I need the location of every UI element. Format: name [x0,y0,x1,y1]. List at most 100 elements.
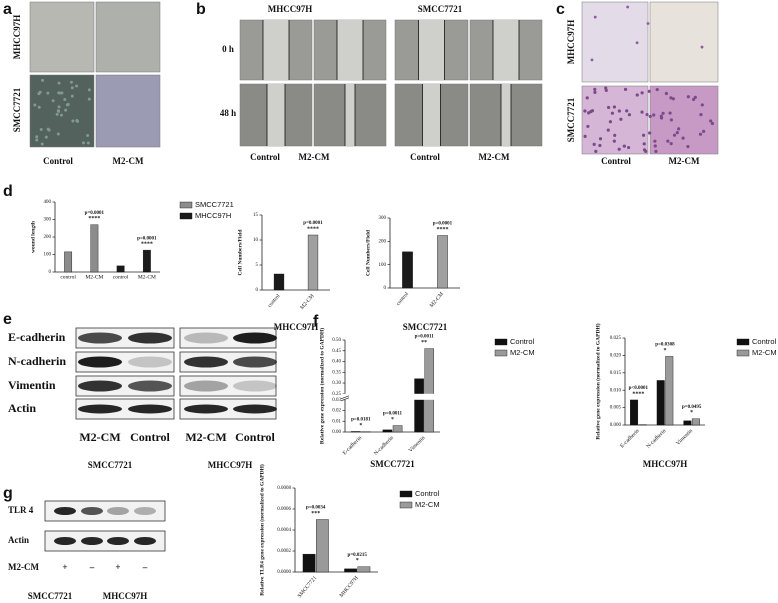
blot-band [184,332,228,344]
p-value: p=0.0001 [303,221,323,226]
cell-line-label: SMCC7721 [88,460,133,470]
y-tick-label: 0.01 [332,419,341,424]
stained-cell [702,129,706,133]
bar [64,251,73,273]
column-label: Control [43,156,73,166]
blot-band [134,537,156,545]
stained-cell [681,136,685,140]
y-tick-label: 15 [253,213,259,218]
legend-swatch [494,349,508,357]
x-tick-label: control [60,274,76,280]
blot-band [54,537,76,545]
y-tick-label: 0.00 [332,430,341,435]
stained-cell [668,111,672,115]
bar [351,431,361,433]
stained-cell [623,87,628,91]
stained-cell [659,116,664,120]
legend-label: Control [510,337,535,346]
significance: **** [141,242,153,248]
lane-label: Control [130,430,170,444]
legend-label: SMCC7721 [195,200,234,209]
blot-band [128,404,172,414]
stained-cell [590,58,594,62]
stained-cell [672,133,677,137]
lane-label: – [89,562,95,572]
y-axis-label: wound length [30,221,36,253]
cell-texture [63,97,67,101]
blot-band [233,404,277,414]
y-tick-label: 0.40 [332,360,341,365]
blot-band [128,380,172,392]
stained-cell [585,96,589,100]
column-label: Control [601,156,631,166]
p-value: p=0.0215 [348,553,368,558]
bar [414,378,424,433]
cell-texture [86,141,90,145]
significance: * [359,423,362,429]
cell-texture [57,81,61,85]
stained-cell [666,139,670,143]
y-tick-label: 400 [44,200,52,205]
cell-texture [39,128,43,132]
significance: * [690,410,693,416]
stained-cell [608,120,613,124]
p-value: p=0.0034 [306,506,326,511]
stained-cell [594,149,598,153]
blot-band [78,380,122,392]
significance: **** [307,226,319,232]
cell-texture [75,84,79,88]
panel-label: e [3,311,12,328]
x-tick-label: M2-CM [85,274,103,280]
blot-band [184,380,228,392]
lane-label: M2-CM [79,430,120,444]
p-value: p=0.0308 [655,343,675,348]
blot-band [54,507,76,515]
cell-texture [55,112,59,116]
stained-cell [619,117,623,121]
blot-band [233,380,277,392]
panel-label: a [3,1,12,18]
lane-label: – [142,562,148,572]
blot-band [233,356,277,368]
blot-band [78,356,122,368]
significance: * [391,417,394,423]
blot-band [184,404,228,414]
cell-line-label: MHCC97H [208,460,253,470]
stained-cell [709,119,713,123]
legend-swatch [736,349,750,357]
stained-cell [598,143,602,148]
stained-cell [612,139,616,143]
stained-cell [675,131,679,135]
y-tick-label: 0.010 [610,388,622,393]
blot-strip [44,500,166,522]
blot-band [134,507,156,515]
lane-label: Control [235,430,275,444]
x-axis-label: SMCC7721 [403,322,448,332]
stained-cell [661,111,665,115]
stained-cell [677,127,681,131]
wound-gap [267,84,285,146]
stained-cell [612,105,617,109]
stained-cell [642,142,646,146]
y-axis-label: Relative gene expression (normalized to … [318,328,325,444]
stained-cell [644,149,648,153]
stained-cell [671,97,675,101]
panel-label: b [196,1,206,18]
legend-swatch [179,212,193,220]
y-tick-label: 0.02 [332,409,341,414]
stained-cell [583,134,587,139]
x-axis-label: MHCC97H [274,322,319,332]
micrograph [95,1,161,73]
stained-cell [635,93,639,97]
blot-band [81,537,103,545]
cell-texture [64,108,68,112]
stained-cell [648,114,652,119]
p-value: p=0.0011 [415,335,435,340]
cell-texture [59,113,63,117]
bar [357,566,371,573]
stained-cell [686,144,690,149]
legend-label: M2-CM [510,348,535,357]
cell-texture [51,99,55,103]
cell-texture [57,105,61,109]
panel-label: c [556,1,565,18]
